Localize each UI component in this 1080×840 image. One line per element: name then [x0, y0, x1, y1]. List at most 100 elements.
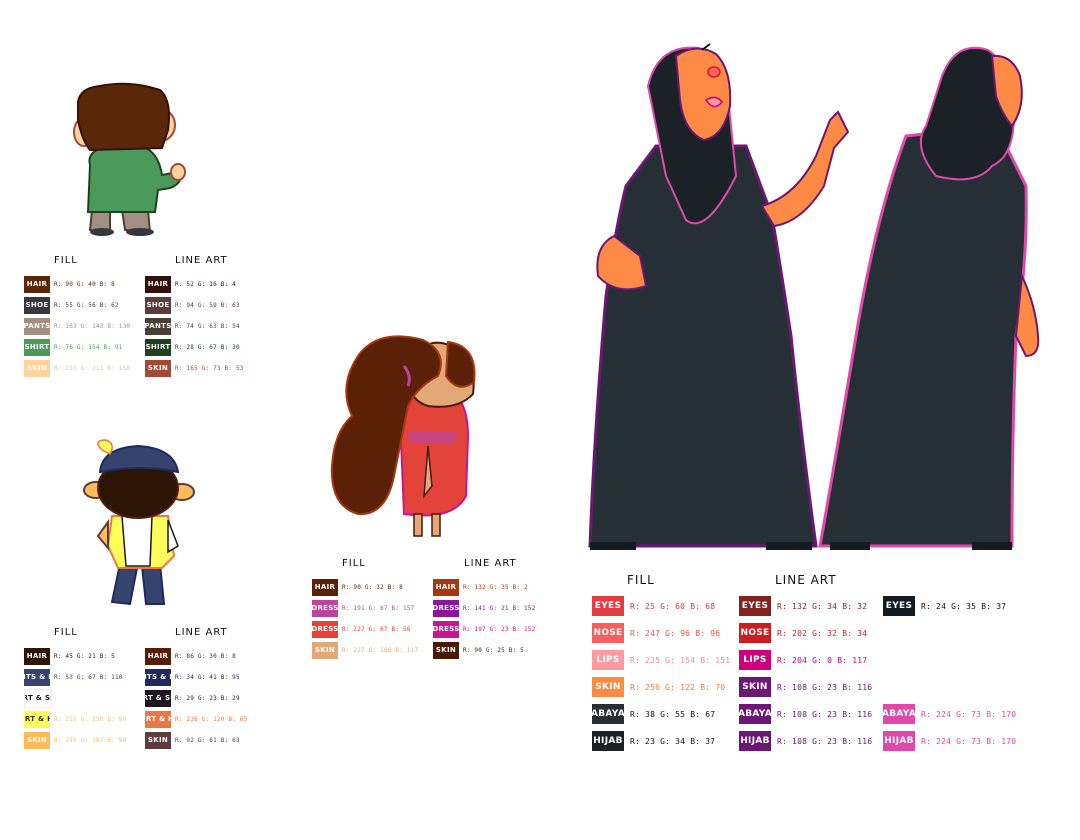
- swatch-row: PANTS & HAT R: 53 G: 67 B: 110: [24, 668, 123, 686]
- swatch-row: HIJAB R: 224 G: 73 B: 170: [883, 731, 1017, 751]
- color-swatch: LIPS: [739, 650, 771, 670]
- rgb-values: R: 197 G: 23 B: 152: [463, 625, 536, 633]
- rgb-values: R: 94 G: 59 B: 63: [175, 301, 240, 309]
- swatch-row: HIJAB R: 108 G: 23 B: 116: [739, 731, 873, 751]
- color-swatch: EYES: [592, 596, 624, 616]
- rgb-values: R: 227 G: 168 B: 117: [342, 646, 419, 654]
- rgb-values: R: 204 G: 0 B: 117: [777, 655, 868, 665]
- color-swatch: ABAYA: [739, 704, 771, 724]
- color-swatch: HAIR: [312, 578, 338, 596]
- swatch-row: ABAYA R: 224 G: 73 B: 170: [883, 704, 1017, 724]
- rgb-values: R: 132 G: 34 B: 32: [777, 601, 868, 611]
- rgb-values: R: 86 G: 30 B: 8: [175, 652, 236, 660]
- woman-line-art-header: LINE ART: [775, 573, 837, 587]
- color-swatch: ABAYA: [592, 704, 624, 724]
- rgb-values: R: 108 G: 23 B: 116: [777, 682, 873, 692]
- rgb-values: R: 224 G: 73 B: 170: [921, 736, 1017, 746]
- swatch-row: NOSE R: 247 G: 96 B: 96: [592, 623, 721, 643]
- swatch-row: SKIN R: 255 G: 187 B: 90: [24, 731, 126, 749]
- boy1-fill-header: FILL: [54, 255, 78, 266]
- boy-green-shirt-illustration: [73, 82, 186, 236]
- color-swatch: SKIN: [145, 731, 171, 749]
- swatch-row: HAIR R: 52 G: 16 B: 4: [145, 275, 236, 293]
- color-swatch: HIJAB: [592, 731, 624, 751]
- rgb-values: R: 90 G: 32 B: 8: [342, 583, 403, 591]
- boy2-line-art-header: LINE ART: [175, 627, 228, 638]
- girl-red-dress-illustration: [330, 335, 476, 537]
- swatch-row: LIPS R: 235 G: 154 B: 151: [592, 650, 731, 670]
- rgb-values: R: 53 G: 67 B: 110: [54, 673, 123, 681]
- color-swatch: SHIRT: [24, 338, 50, 356]
- color-swatch: PANTS & HAT: [145, 668, 171, 686]
- swatch-row: HAIR R: 45 G: 21 B: 5: [24, 647, 115, 665]
- rgb-values: R: 34 G: 41 B: 95: [175, 673, 240, 681]
- rgb-values: R: 24 G: 35 B: 37: [921, 601, 1007, 611]
- rgb-values: R: 236 G: 120 B: 65: [175, 715, 248, 723]
- swatch-row: NOSE R: 202 G: 32 B: 34: [739, 623, 867, 643]
- color-swatch: PANTS: [145, 317, 171, 335]
- rgb-values: R: 28 G: 67 B: 30: [175, 343, 240, 351]
- rgb-values: R: 29 G: 23 B: 29: [175, 694, 240, 702]
- color-swatch: SHIRT & HAT: [24, 710, 50, 728]
- color-swatch: DRESS: [312, 599, 338, 617]
- color-swatch: SHOE: [24, 296, 50, 314]
- swatch-row: SHOE R: 94 G: 59 B: 63: [145, 296, 240, 314]
- color-swatch: HIJAB: [883, 731, 915, 751]
- rgb-values: R: 256 G: 122 B: 70: [630, 682, 726, 692]
- color-swatch: SHOE: [145, 296, 171, 314]
- swatch-row: SHIRT R: 76 G: 154 B: 91: [24, 338, 123, 356]
- rgb-values: R: 247 G: 96 B: 96: [630, 628, 721, 638]
- rgb-values: R: 235 G: 154 B: 151: [630, 655, 731, 665]
- color-swatch: SKIN: [24, 359, 50, 377]
- girl-fill-header: FILL: [342, 558, 366, 569]
- color-swatch: SKIN: [433, 641, 459, 659]
- swatch-row: SHOE R: 55 G: 56 B: 62: [24, 296, 119, 314]
- color-swatch: HAIR: [145, 275, 171, 293]
- rgb-values: R: 108 G: 23 B: 116: [777, 736, 873, 746]
- girl-line-art-header: LINE ART: [464, 558, 517, 569]
- rgb-values: R: 45 G: 21 B: 5: [54, 652, 115, 660]
- rgb-values: R: 191 G: 67 B: 157: [342, 604, 415, 612]
- rgb-values: R: 90 G: 25 B: 5: [463, 646, 524, 654]
- rgb-values: R: 23 G: 34 B: 37: [630, 736, 716, 746]
- rgb-values: R: 55 G: 56 B: 62: [54, 301, 119, 309]
- swatch-row: SKIN R: 90 G: 25 B: 5: [433, 641, 524, 659]
- swatch-row: PANTS R: 74 G: 63 B: 54: [145, 317, 240, 335]
- rgb-values: R: 224 G: 73 B: 170: [921, 709, 1017, 719]
- boy-blue-cap-illustration: [83, 439, 195, 606]
- swatch-row: SHIRT & HAT R: 255 G: 250 B: 90: [24, 710, 126, 728]
- color-swatch: EYES: [883, 596, 915, 616]
- swatch-row: EYES R: 25 G: 60 B: 68: [592, 596, 716, 616]
- color-swatch: EYES: [739, 596, 771, 616]
- swatch-row: ABAYA R: 108 G: 23 B: 116: [739, 704, 872, 724]
- rgb-values: R: 92 G: 61 B: 63: [175, 736, 240, 744]
- swatch-row: ABAYA R: 38 G: 55 B: 67: [592, 704, 715, 724]
- color-swatch: SKIN: [592, 677, 624, 697]
- swatch-row: SKIN R: 227 G: 168 B: 117: [312, 641, 418, 659]
- color-swatch: PANTS & HAT: [24, 668, 50, 686]
- color-swatch: HIJAB: [739, 731, 771, 751]
- rgb-values: R: 52 G: 16 B: 4: [175, 280, 236, 288]
- color-swatch: HAIR: [24, 275, 50, 293]
- color-swatch: NOSE: [739, 623, 771, 643]
- swatch-row: SKIN R: 92 G: 61 B: 63: [145, 731, 240, 749]
- swatch-row: HAIR R: 132 G: 35 B: 2: [433, 578, 528, 596]
- woman-abaya-front-illustration: [588, 43, 850, 550]
- rgb-values: R: 141 G: 21 B: 152: [463, 604, 536, 612]
- swatch-row: DRESS R: 227 G: 67 B: 56: [312, 620, 411, 638]
- swatch-row: PANTS & HAT R: 34 G: 41 B: 95: [145, 668, 240, 686]
- swatch-row: HAIR R: 90 G: 32 B: 8: [312, 578, 403, 596]
- rgb-values: R: 165 G: 73 B: 53: [175, 364, 244, 372]
- color-swatch: ABAYA: [883, 704, 915, 724]
- rgb-values: R: 76 G: 154 B: 91: [54, 343, 123, 351]
- color-swatch: HAIR: [433, 578, 459, 596]
- woman-fill-header: FILL: [627, 573, 655, 587]
- rgb-values: R: 25 G: 60 B: 68: [630, 601, 716, 611]
- swatch-row: LIPS R: 204 G: 0 B: 117: [739, 650, 868, 670]
- woman-abaya-side-illustration: [818, 46, 1040, 550]
- boy2-fill-header: FILL: [54, 627, 78, 638]
- boy1-line-art-header: LINE ART: [175, 255, 228, 266]
- color-swatch: PANTS: [24, 317, 50, 335]
- color-swatch: SKIN: [739, 677, 771, 697]
- color-swatch: HAIR: [24, 647, 50, 665]
